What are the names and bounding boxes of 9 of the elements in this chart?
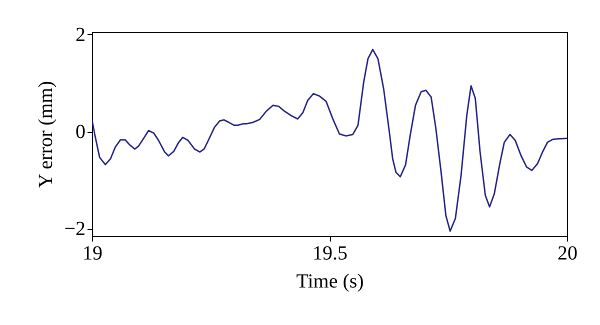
x-axis-title: Time (s) bbox=[296, 270, 364, 292]
x-tick-label: 19.5 bbox=[312, 242, 348, 264]
y-tick-label: 2 bbox=[76, 24, 86, 46]
y-axis-title: Y error (mm) bbox=[35, 81, 58, 188]
x-tick-label: 20 bbox=[558, 242, 578, 264]
x-tick-label: 19 bbox=[82, 242, 102, 264]
line-series bbox=[92, 48, 567, 232]
y-tick-label: −2 bbox=[64, 218, 86, 240]
y-tick-label: 0 bbox=[76, 121, 86, 144]
